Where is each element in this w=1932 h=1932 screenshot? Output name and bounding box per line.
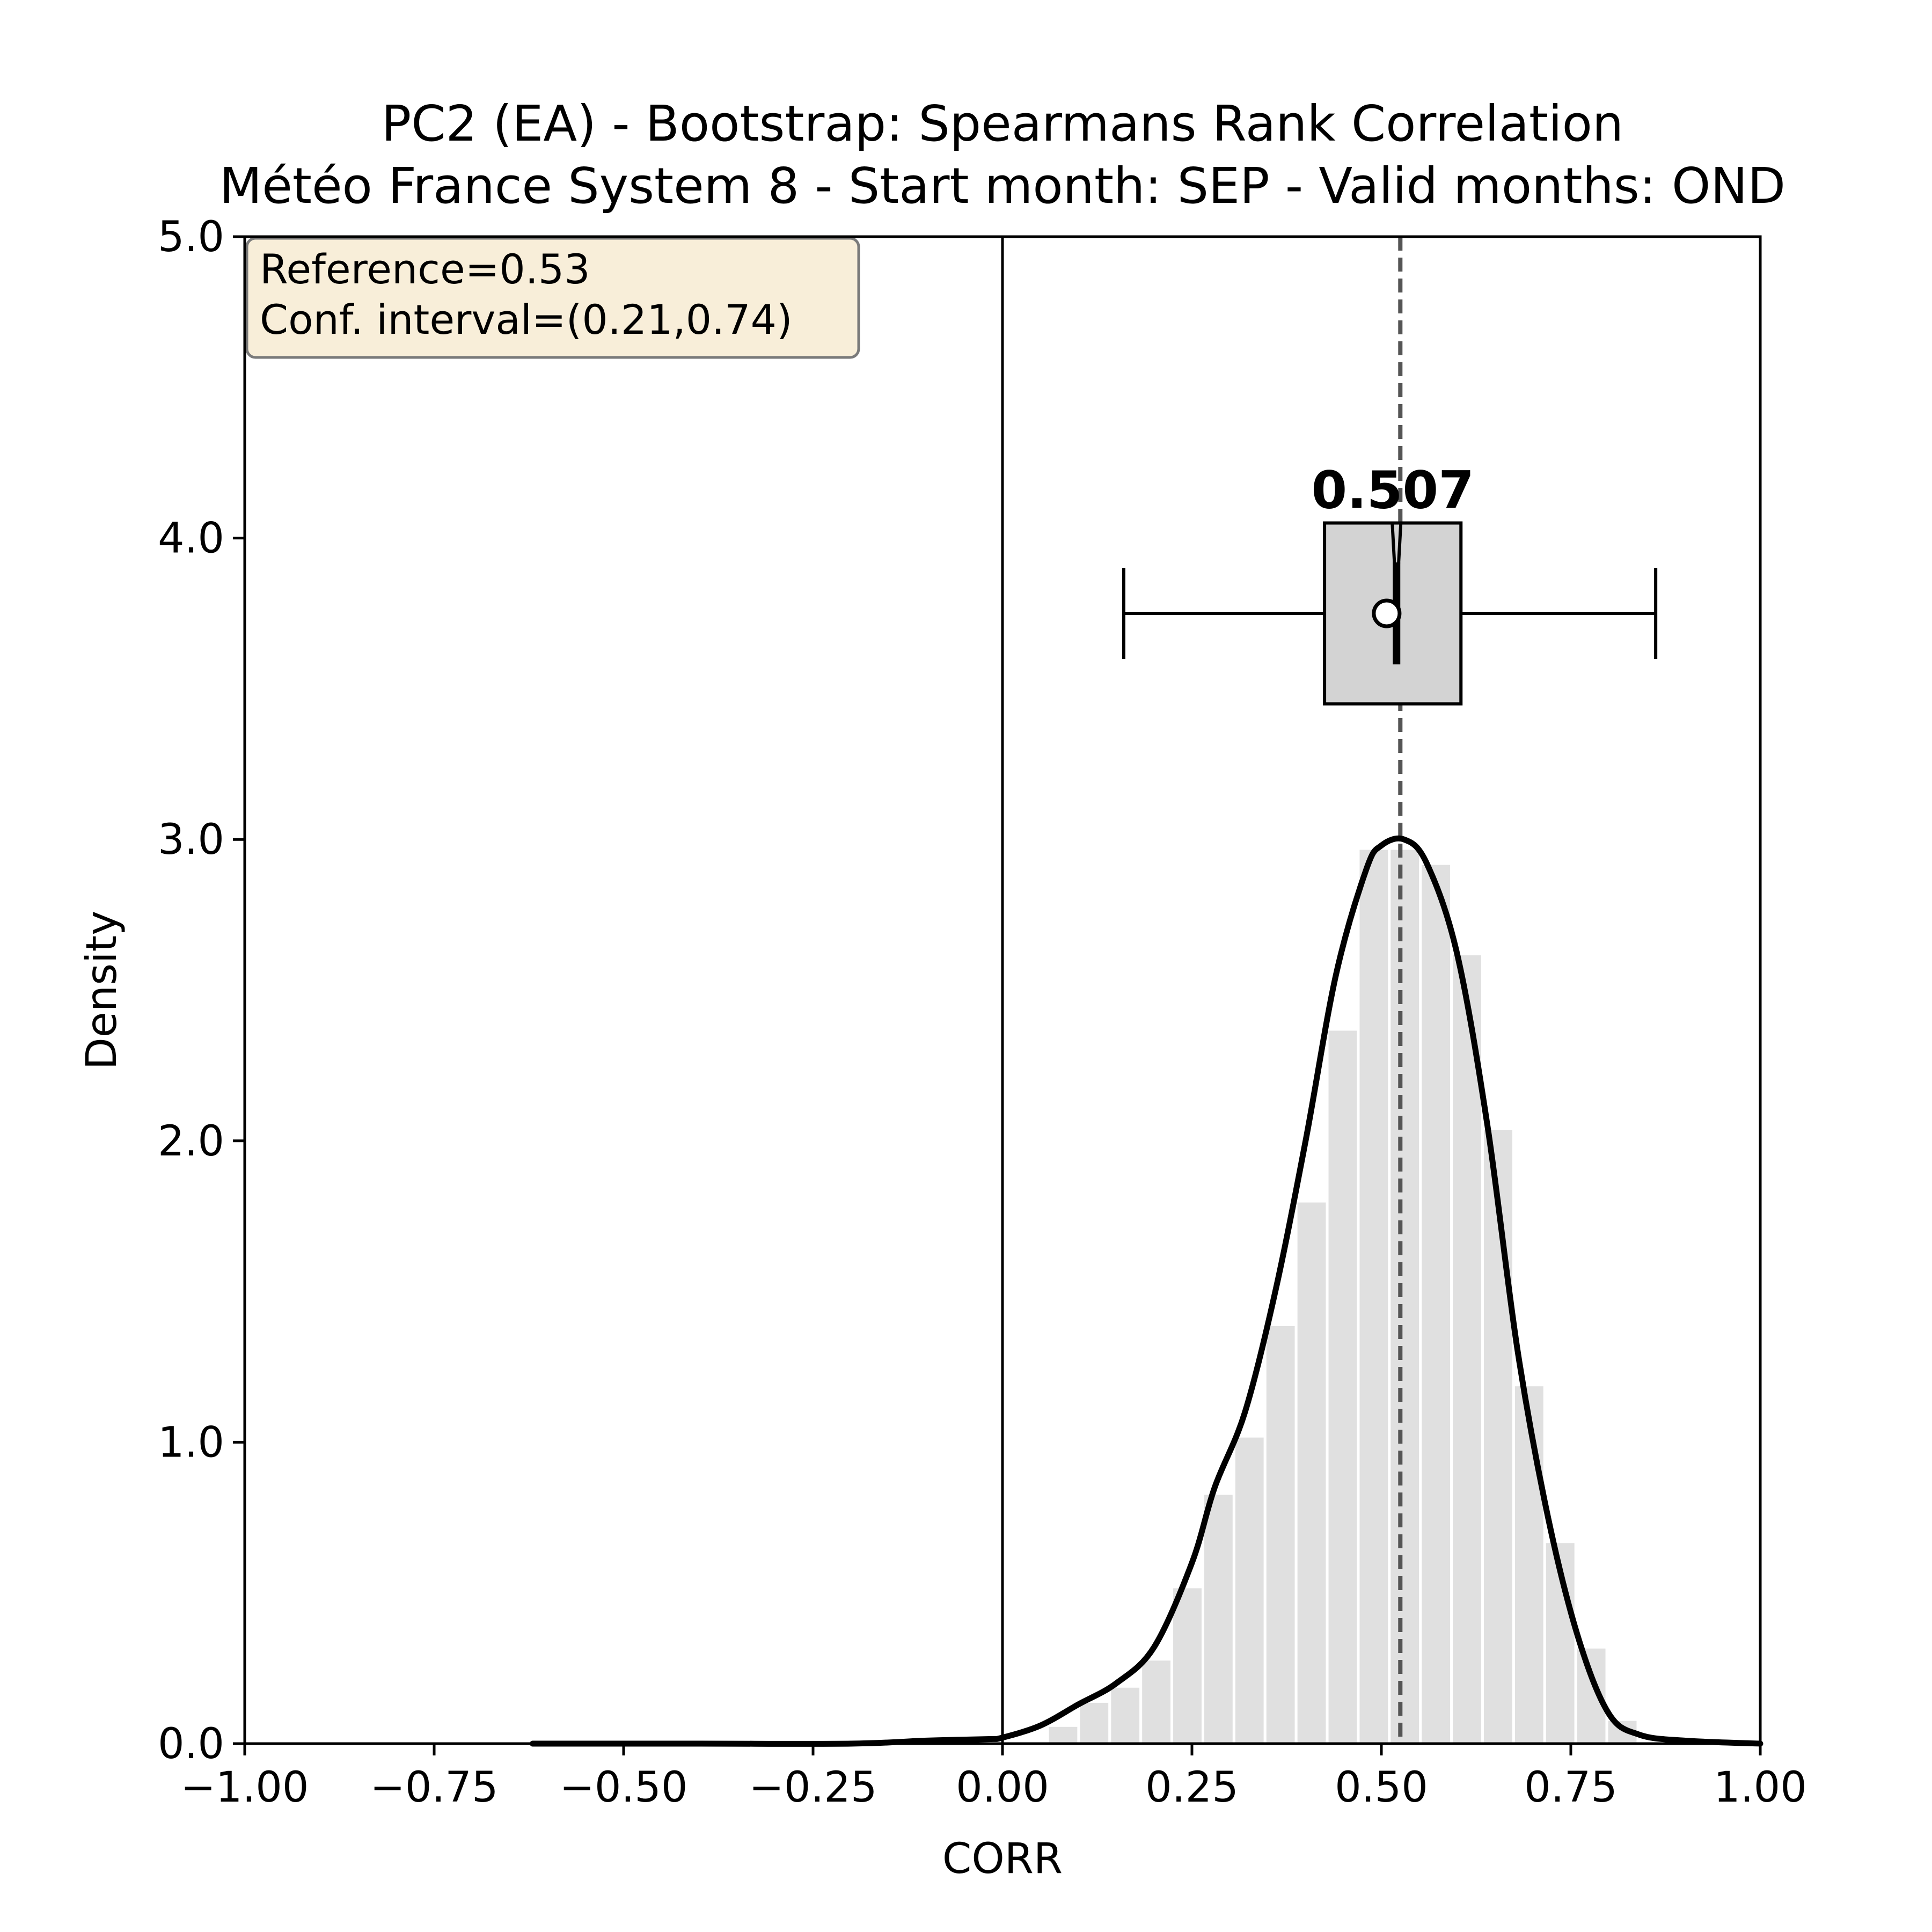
- histogram-bar: [1419, 862, 1453, 1745]
- y-tick-label: 0.0: [158, 1720, 224, 1768]
- annotation-box: Reference=0.53 Conf. interval=(0.21,0.74…: [245, 237, 860, 359]
- histogram-bars: [1046, 847, 1640, 1745]
- x-tick-label: −0.50: [559, 1763, 687, 1812]
- median-value-label: 0.507: [1311, 460, 1474, 521]
- y-tick-label: 5.0: [158, 213, 224, 261]
- x-tick-label: −1.00: [180, 1763, 309, 1812]
- histogram-bar: [1263, 1323, 1298, 1745]
- y-tick-label: 3.0: [158, 816, 224, 864]
- histogram-bar: [1108, 1685, 1143, 1745]
- annotation-conf-interval: Conf. interval=(0.21,0.74): [260, 296, 793, 343]
- chart-subtitle: Météo France System 8 - Start month: SEP…: [219, 157, 1785, 215]
- annotation-background: [245, 237, 860, 359]
- x-tick-label: 0.25: [1145, 1763, 1239, 1812]
- histogram-bar: [1294, 1199, 1329, 1745]
- boxplot: 0.507: [1122, 460, 1658, 706]
- y-tick-label: 1.0: [158, 1418, 224, 1467]
- x-tick-label: 0.00: [956, 1763, 1049, 1812]
- y-axis-label: Density: [78, 911, 126, 1070]
- histogram-bar: [1232, 1435, 1267, 1745]
- x-tick-label: −0.75: [370, 1763, 498, 1812]
- x-axis-label: CORR: [942, 1835, 1063, 1883]
- y-tick-label: 2.0: [158, 1117, 224, 1166]
- kde-line: [530, 835, 1763, 1747]
- y-axis-ticks: 0.0 1.0 2.0 3.0 4.0 5.0: [158, 213, 245, 1768]
- y-tick-label: 4.0: [158, 515, 224, 563]
- x-tick-label: −0.25: [749, 1763, 877, 1812]
- histogram-bar: [1357, 847, 1391, 1745]
- annotation-reference: Reference=0.53: [260, 245, 590, 293]
- chart-title: PC2 (EA) - Bootstrap: Spearmans Rank Cor…: [382, 95, 1624, 152]
- kde-curve: [530, 835, 1763, 1747]
- histogram-bar: [1170, 1585, 1204, 1745]
- histogram-bar: [1388, 847, 1422, 1745]
- x-tick-label: 0.75: [1524, 1763, 1618, 1812]
- mean-marker: [1372, 598, 1402, 628]
- histogram-bar: [1046, 1724, 1080, 1745]
- histogram-bar: [1077, 1700, 1111, 1745]
- histogram-bar: [1512, 1384, 1546, 1745]
- reference-lines: [1001, 237, 1403, 1744]
- x-axis-ticks: −1.00 −0.75 −0.50 −0.25 0.00 0.25 0.50 0.75 1.00: [180, 1744, 1807, 1812]
- histogram-bar: [1326, 1028, 1360, 1745]
- histogram-bar: [1139, 1658, 1174, 1745]
- histogram-bar: [1201, 1492, 1235, 1745]
- x-tick-label: 1.00: [1714, 1763, 1807, 1812]
- x-tick-label: 0.50: [1335, 1763, 1428, 1812]
